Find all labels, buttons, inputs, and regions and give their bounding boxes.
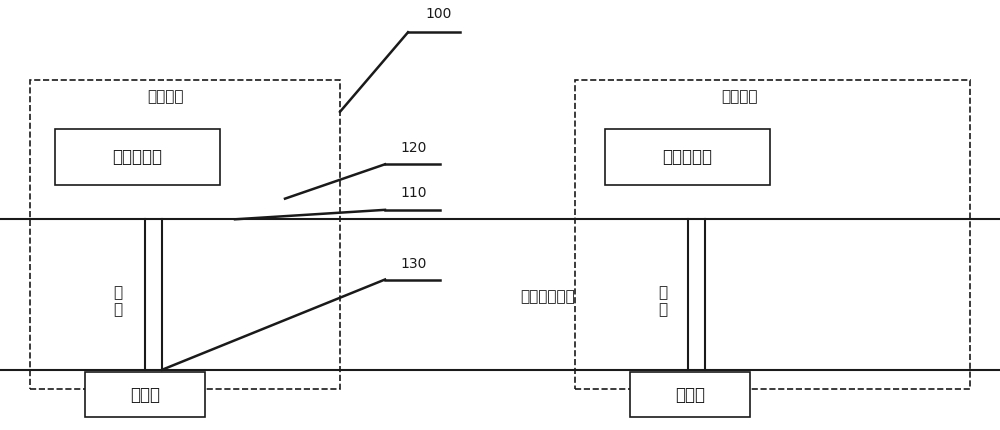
Text: 道
闸: 道 闸 [658,285,668,317]
Bar [55,129,220,185]
Bar [605,129,770,185]
Text: 摄像头模组: 摄像头模组 [112,148,162,166]
Text: 狭长双向通道: 狭长双向通道 [520,289,575,304]
Text: 端口系统: 端口系统 [722,89,758,104]
Text: 130: 130 [400,257,426,271]
Text: 控制机: 控制机 [130,386,160,403]
Text: 道
闸: 道 闸 [113,285,123,317]
Bar [630,372,750,417]
Text: 120: 120 [400,141,426,155]
Bar [30,80,340,389]
Text: 摄像头模组: 摄像头模组 [662,148,712,166]
Text: 端口系统: 端口系统 [147,89,183,104]
Text: 100: 100 [425,7,451,22]
Bar [575,80,970,389]
Text: 控制机: 控制机 [675,386,705,403]
Bar [85,372,205,417]
Text: 110: 110 [400,186,426,200]
